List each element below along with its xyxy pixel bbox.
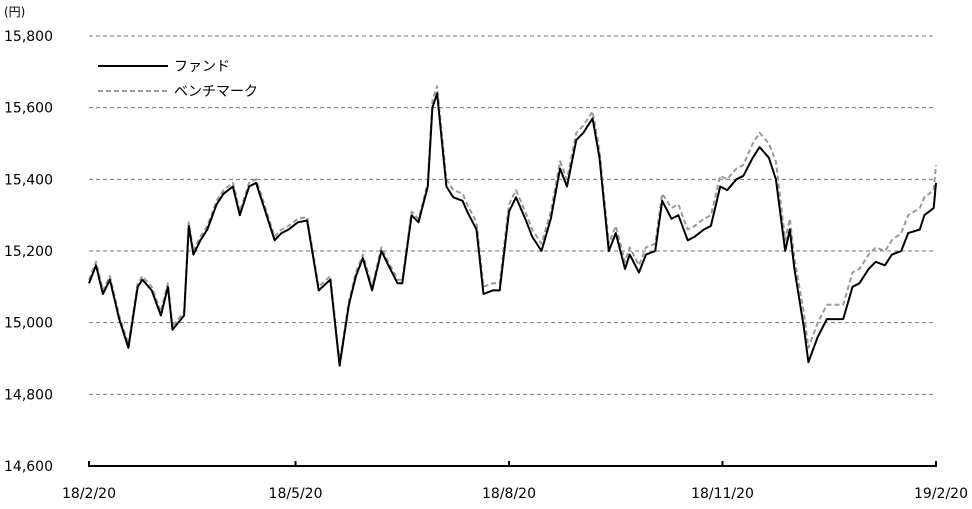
y-axis-ticks: 14,600 14,800 15,000 15,200 15,400 15,600 15,8… [4,29,53,475]
gridlines [89,35,936,395]
y-tick-label: 15,400 [4,172,53,188]
y-tick-label: 15,800 [4,29,53,45]
x-tick-label: 19/2/20 [914,486,968,502]
legend: ファンド ベンチマーク [98,59,258,100]
x-tick-label: 18/2/20 [62,486,116,502]
series-lines [88,85,937,367]
legend-label-benchmark: ベンチマーク [174,84,258,100]
legend-label-fund: ファンド [174,59,230,75]
x-tick-label: 18/8/20 [482,486,536,502]
benchmark-line [88,85,937,364]
y-tick-label: 15,000 [4,316,53,332]
y-tick-label: 15,200 [4,244,53,260]
y-tick-label: 15,600 [4,101,53,117]
x-axis: 18/2/20 18/5/20 18/8/20 18/11/20 19/2/20 [62,461,968,502]
y-axis-unit-label: (円) [4,5,25,19]
fund-line [88,92,937,367]
x-tick-label: 18/5/20 [269,486,323,502]
y-tick-label: 14,800 [4,387,53,403]
y-tick-label: 14,600 [4,459,53,475]
x-tick-label: 18/11/20 [691,486,754,502]
